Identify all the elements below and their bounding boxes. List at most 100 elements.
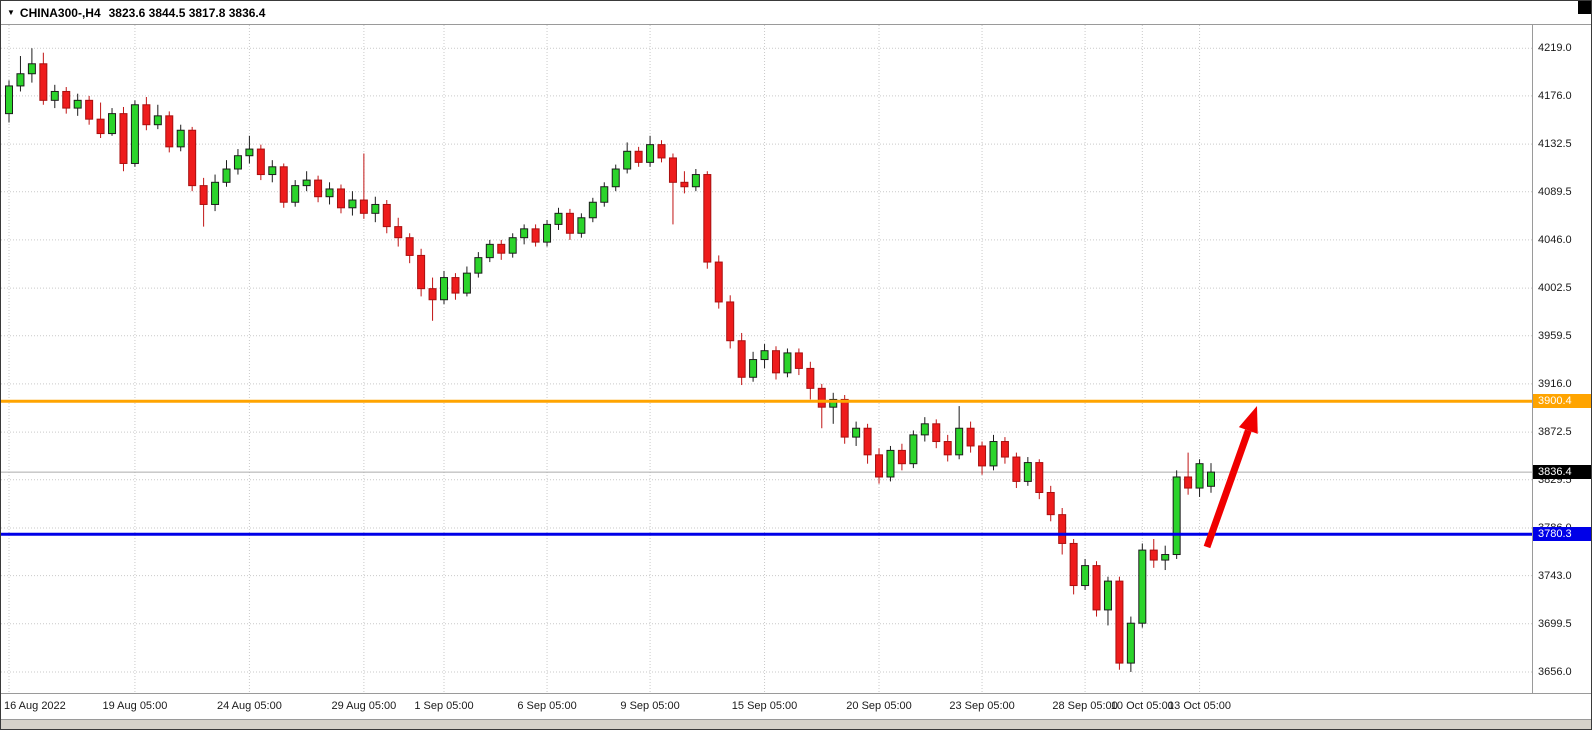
time-axis-label: 23 Sep 05:00 [949,700,1015,712]
candle-down [1184,476,1193,489]
candle-up [325,188,334,198]
candle-down [897,449,906,465]
candle-down [726,301,735,342]
candle-up [611,168,620,188]
time-axis-label: 19 Aug 05:00 [102,700,168,712]
candle-up [1126,622,1135,664]
candle-up [989,441,998,467]
candle-up [646,144,655,163]
candle-up [176,129,185,148]
candle-down [1012,456,1021,482]
candle-down [336,188,345,209]
candle-up [886,449,895,478]
candle-down [714,261,723,303]
candle-up [749,359,758,378]
candle-up [291,185,300,203]
candle-down [417,254,426,290]
price-axis-label: 3699.5 [1538,617,1572,630]
candle-up [600,186,609,203]
candle-down [771,350,780,374]
candle-down [817,387,826,408]
candle-down [1000,441,1009,458]
price-axis-label: 4132.5 [1538,138,1572,151]
time-axis-label: 24 Aug 05:00 [216,700,282,712]
candle-down [875,454,884,478]
candle-down [279,166,288,203]
price-axis-label: 4046.0 [1538,233,1572,246]
candle-up [955,427,964,456]
candle-down [428,288,437,301]
candle-down [794,352,803,369]
candle-down [737,340,746,378]
candle-down [199,185,208,205]
time-axis-label: 16 Aug 2022 [4,700,66,712]
candle-up [371,203,380,214]
candle-up [16,73,25,87]
candle-down [1035,462,1044,493]
candle-up [5,85,13,115]
trend-arrow-shaft[interactable] [1203,429,1252,549]
candle-up [1103,580,1112,611]
candle-down [405,237,414,256]
price-axis-label: 3743.0 [1538,569,1572,582]
resistance-line-badge: 3900.4 [1533,394,1591,409]
candle-up [462,272,471,294]
time-axis: 16 Aug 2022 19 Aug 05:00 24 Aug 05:00 29 Au… [1,694,1532,719]
candle-up [233,155,242,170]
candle-down [680,181,689,188]
candle-up [543,223,552,243]
candle-up [829,398,838,408]
candle-down [565,212,574,234]
candle-down [142,104,151,126]
candle-up [211,181,220,205]
candle-down [394,226,403,239]
candle-up [554,212,563,225]
chart-canvas[interactable] [1,25,1532,693]
time-axis-divider [1,693,1591,694]
candle-down [96,118,105,135]
current-price-badge: 3836.4 [1533,465,1591,480]
candle-down [1092,565,1101,611]
chart-plot[interactable] [1,25,1532,693]
price-axis-label: 4219.0 [1538,42,1572,55]
candle-up [348,199,357,209]
candle-up [153,115,162,126]
candle-down [1046,491,1055,516]
candle-up [130,104,139,164]
time-axis-label: 10 Oct 05:00 [1110,700,1174,712]
candle-down [531,228,540,243]
candle-up [108,113,117,135]
candle-up [909,434,918,465]
candle-down [359,199,368,214]
candle-up [1081,565,1090,587]
candle-up [302,179,311,187]
candle-up [440,277,449,301]
bottom-status-strip [1,719,1591,729]
price-axis-label: 4176.0 [1538,89,1572,102]
candle-up [588,201,597,219]
candle-down [382,203,391,228]
candle-down [943,441,952,456]
candle-up [1138,549,1147,624]
candle-down [806,367,815,389]
price-axis: 4219.0 4176.0 4132.5 4089.5 4046.0 4002.5 3959… [1533,25,1591,693]
candle-down [863,427,872,456]
candle-down [256,148,265,176]
time-axis-label: 9 Sep 05:00 [620,700,680,712]
time-axis-label: 13 Oct 05:00 [1168,700,1232,712]
candle-down [188,129,197,187]
candle-down [657,144,666,159]
candle-up [73,99,82,109]
candle-up [474,257,483,274]
trend-arrow-head[interactable] [1238,406,1258,434]
symbol-dropdown-icon[interactable]: ▼ [7,8,15,17]
candle-down [840,398,849,438]
time-axis-label: 1 Sep 05:00 [414,700,474,712]
candle-up [1207,471,1215,487]
titlebar-divider [1,24,1591,25]
candle-up [1172,476,1181,556]
candle-down [62,90,71,109]
candle-down [966,427,975,447]
candle-up [783,352,792,374]
